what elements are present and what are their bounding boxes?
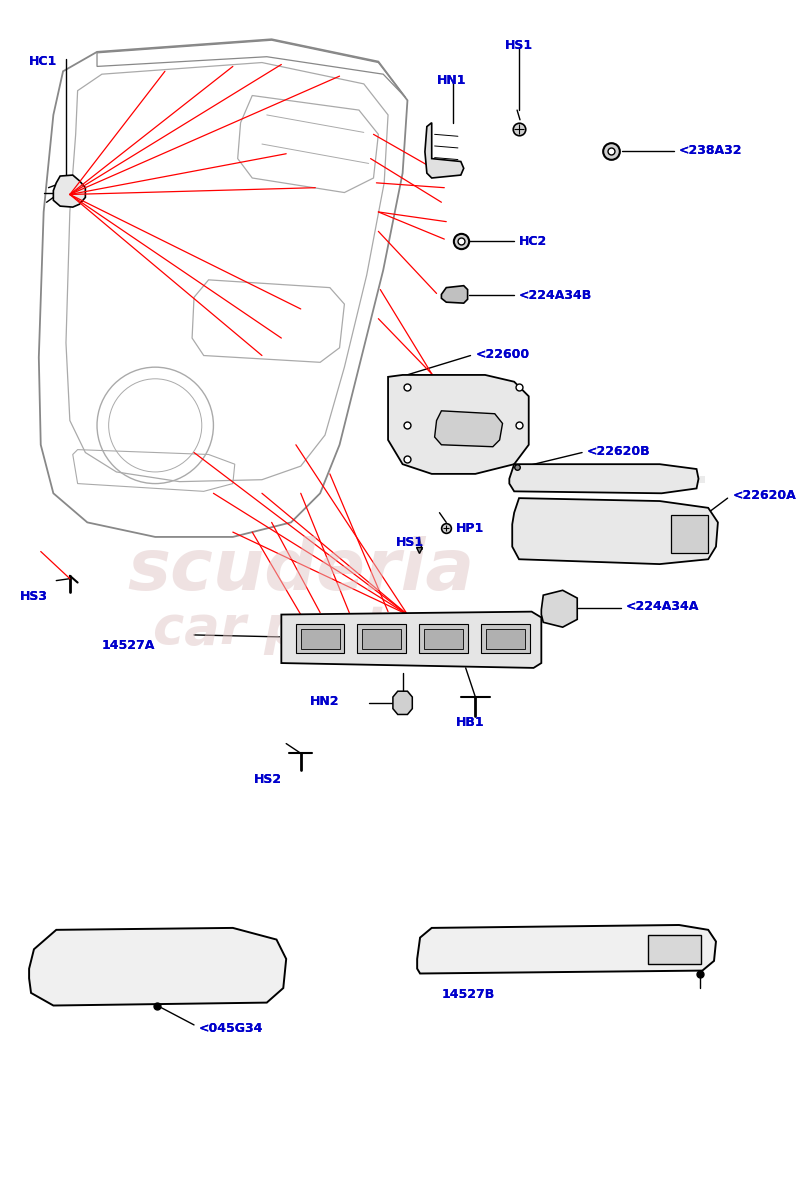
FancyBboxPatch shape [423,629,463,648]
Text: <045G34: <045G34 [198,1022,263,1036]
Polygon shape [417,925,715,973]
Text: HS3: HS3 [19,590,47,604]
Polygon shape [29,928,286,1006]
Text: HB1: HB1 [455,716,484,730]
Bar [628,522,642,532]
Bar [597,541,611,551]
Text: scuderia: scuderia [127,536,474,605]
Text: HS1: HS1 [503,40,532,53]
Text: <22600: <22600 [475,348,529,361]
Text: 14527A: 14527A [102,638,155,652]
Bar [643,532,658,541]
Bar [628,541,642,551]
Text: HN2: HN2 [310,695,339,708]
Bar [613,552,627,560]
Bar [659,522,674,532]
Text: HC2: HC2 [519,235,547,248]
FancyBboxPatch shape [361,629,400,648]
Bar [675,552,689,560]
Text: <22620B: <22620B [586,445,650,457]
Bar [675,468,689,475]
Text: HN2: HN2 [310,695,339,708]
FancyBboxPatch shape [486,629,524,648]
Polygon shape [393,691,412,714]
Text: <045G34: <045G34 [198,1022,263,1036]
Polygon shape [53,175,85,208]
Bar [613,512,627,522]
Text: HC1: HC1 [29,55,57,67]
Bar [613,484,627,491]
Text: HB1: HB1 [455,716,484,730]
Text: HP1: HP1 [455,522,483,535]
Polygon shape [425,122,463,178]
FancyBboxPatch shape [300,629,339,648]
Bar [597,476,611,482]
Bar [659,541,674,551]
Bar [659,476,674,482]
Text: <22620B: <22620B [586,445,650,457]
Bar [675,512,689,522]
Polygon shape [508,464,698,493]
Text: HP1: HP1 [455,522,483,535]
Text: <224A34A: <224A34A [625,600,699,613]
Bar [675,484,689,491]
Text: 14527A: 14527A [102,638,155,652]
Polygon shape [441,286,467,304]
Bar [675,532,689,541]
Text: HS2: HS2 [254,773,282,786]
Bar [581,532,596,541]
FancyBboxPatch shape [357,624,405,653]
Bar [613,468,627,475]
FancyBboxPatch shape [671,515,707,553]
Bar [690,541,704,551]
Text: <22620A: <22620A [732,490,795,503]
Bar [643,484,658,491]
Polygon shape [434,410,502,446]
Text: HC2: HC2 [519,235,547,248]
Bar [613,532,627,541]
Text: 14527B: 14527B [441,988,494,1001]
Text: <22620A: <22620A [732,490,795,503]
Bar [581,484,596,491]
Text: HS1: HS1 [395,536,423,548]
Bar [628,476,642,482]
Text: <238A32: <238A32 [679,144,742,157]
Polygon shape [281,612,540,668]
Text: <238A32: <238A32 [679,144,742,157]
Text: HN1: HN1 [436,74,466,88]
Polygon shape [512,498,717,564]
Bar [643,512,658,522]
Text: <22600: <22600 [475,348,529,361]
FancyBboxPatch shape [296,624,344,653]
FancyBboxPatch shape [418,624,467,653]
Bar [581,468,596,475]
Polygon shape [540,590,577,628]
Bar [581,552,596,560]
Polygon shape [388,374,528,474]
Text: 14527B: 14527B [441,988,494,1001]
Bar [597,522,611,532]
Text: HS3: HS3 [19,590,47,604]
Text: HS2: HS2 [254,773,282,786]
Bar [690,476,704,482]
Text: car parts: car parts [153,604,419,655]
FancyBboxPatch shape [647,935,700,964]
Text: <224A34A: <224A34A [625,600,699,613]
Text: HS1: HS1 [503,40,532,53]
Bar [643,468,658,475]
Text: HC1: HC1 [29,55,57,67]
Text: <224A34B: <224A34B [519,288,592,301]
Bar [643,552,658,560]
FancyBboxPatch shape [480,624,529,653]
Bar [581,512,596,522]
Text: HN1: HN1 [436,74,466,88]
Text: HS1: HS1 [395,536,423,548]
Text: <224A34B: <224A34B [519,288,592,301]
Bar [690,522,704,532]
